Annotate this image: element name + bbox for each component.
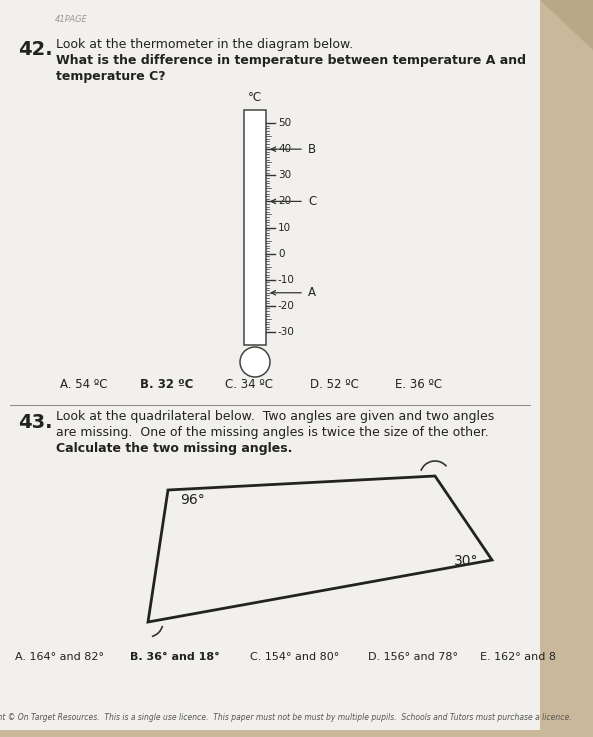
Text: What is the difference in temperature between temperature A and: What is the difference in temperature be… [56,54,526,67]
Text: B: B [308,143,316,156]
Text: 96°: 96° [180,493,205,507]
Text: C. 154° and 80°: C. 154° and 80° [250,652,339,662]
Text: 20: 20 [278,196,291,206]
Text: E. 36 ºC: E. 36 ºC [395,378,442,391]
Text: -10: -10 [278,275,295,284]
Text: Copyright © On Target Resources.  This is a single use licence.  This paper must: Copyright © On Target Resources. This is… [0,713,572,722]
Text: temperature C?: temperature C? [56,70,165,83]
Text: °C: °C [248,91,262,104]
Circle shape [240,347,270,377]
Text: C: C [308,195,316,208]
Text: 50: 50 [278,118,291,128]
Text: are missing.  One of the missing angles is twice the size of the other.: are missing. One of the missing angles i… [56,426,489,439]
Text: 0: 0 [278,248,285,259]
Text: A: A [308,286,316,299]
Polygon shape [540,0,593,50]
Text: D. 52 ºC: D. 52 ºC [310,378,359,391]
Text: A. 164° and 82°: A. 164° and 82° [15,652,104,662]
Text: Look at the thermometer in the diagram below.: Look at the thermometer in the diagram b… [56,38,353,51]
Text: 41PAGE: 41PAGE [55,15,88,24]
Text: -20: -20 [278,301,295,311]
Text: Calculate the two missing angles.: Calculate the two missing angles. [56,442,292,455]
FancyBboxPatch shape [0,0,540,730]
Text: E. 162° and 8: E. 162° and 8 [480,652,556,662]
Text: 42.: 42. [18,40,53,59]
Text: B. 36° and 18°: B. 36° and 18° [130,652,220,662]
FancyBboxPatch shape [244,110,266,345]
Text: 40: 40 [278,144,291,154]
Text: 10: 10 [278,223,291,232]
Text: -30: -30 [278,327,295,337]
Text: A. 54 ºC: A. 54 ºC [60,378,107,391]
Text: B. 32 ºC: B. 32 ºC [140,378,193,391]
Text: 30°: 30° [454,554,479,568]
Text: Look at the quadrilateral below.  Two angles are given and two angles: Look at the quadrilateral below. Two ang… [56,410,494,423]
Text: C. 34 ºC: C. 34 ºC [225,378,273,391]
Text: 30: 30 [278,170,291,181]
Text: D. 156° and 78°: D. 156° and 78° [368,652,458,662]
Text: 43.: 43. [18,413,53,432]
